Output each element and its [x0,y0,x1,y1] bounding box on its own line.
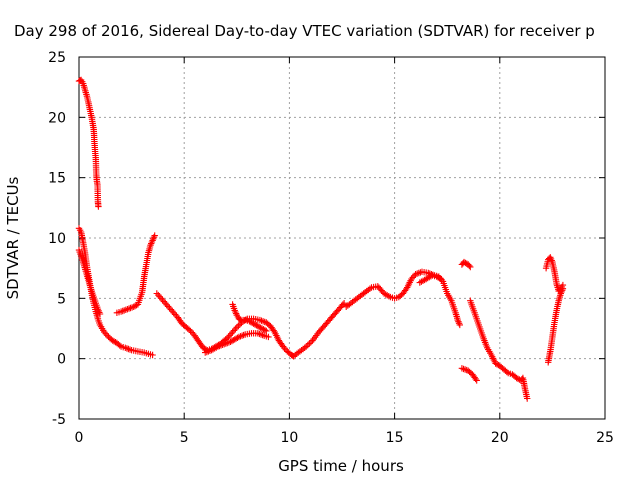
series-arc-m [458,365,480,384]
series-arc-e [153,290,297,360]
data-point [119,307,126,315]
series-arc-l [467,297,531,402]
data-point [306,340,313,347]
data-point [472,375,479,383]
data-point [162,300,169,307]
y-tick-label: 0 [57,352,66,368]
data-points [75,76,567,402]
data-point [466,262,473,269]
data-point [467,263,474,271]
data-point [125,305,133,312]
series-arc-d [113,232,158,316]
y-tick-label: -5 [52,412,66,428]
data-point [167,306,175,313]
x-tick-labels: 0 5 10 15 20 25 [75,430,614,446]
series-arc-j [416,272,445,286]
y-tick-labels: -5 0 5 10 15 20 25 [48,50,66,428]
x-tick-label: 5 [180,430,189,446]
data-point [261,326,269,334]
data-point [103,332,111,339]
data-point [96,310,104,318]
data-point [228,330,235,337]
data-point [436,275,443,282]
data-point [307,338,315,346]
data-point [164,303,172,310]
data-point [222,340,229,347]
x-tick-label: 15 [386,430,404,446]
axis-ticks [78,56,606,420]
data-point [238,332,246,339]
data-point [169,308,176,315]
data-point [226,332,233,339]
data-point [116,342,123,349]
series-arc-h [290,300,348,360]
series-arc-o [545,285,567,366]
y-tick-label: 15 [48,171,66,187]
y-axis-label: SDTVAR / TECUs [4,176,22,299]
data-point [185,326,193,333]
x-tick-label: 20 [491,430,509,446]
data-point [301,344,308,351]
grid-lines [79,57,605,419]
data-point [234,334,241,341]
series-arc-c [75,246,104,318]
data-point [151,232,158,239]
data-point [229,328,236,336]
series-arc-f [202,330,272,356]
data-point [524,395,531,402]
data-point [263,327,270,335]
data-point [166,304,173,312]
data-point [415,269,422,277]
x-tick-label: 0 [75,430,84,446]
data-point [171,311,179,318]
data-point [265,333,272,341]
data-point [153,290,160,297]
data-point [188,329,196,336]
series-arc-k [458,258,474,271]
data-point [163,301,170,308]
series-arc-n [542,254,567,295]
y-tick-label: 25 [48,50,66,66]
data-point [157,295,165,302]
data-point [456,321,463,329]
data-point [339,301,346,308]
data-point [236,316,244,323]
data-point [473,377,480,384]
data-point [155,291,162,299]
data-point [235,322,242,329]
data-point [233,324,240,331]
data-point [232,325,239,333]
data-point [170,309,177,316]
series-arc-g [229,301,270,335]
data-point [123,345,131,352]
data-point [425,269,432,277]
chart-title: Day 298 of 2016, Sidereal Day-to-day VTE… [14,22,595,40]
y-tick-label: 10 [48,231,66,247]
data-point [503,368,510,376]
series-arc-b [75,225,156,359]
data-point [282,346,290,353]
data-point [156,293,163,300]
data-point [95,203,102,210]
plot-frame [78,56,606,420]
data-point [214,343,222,350]
data-point [149,351,156,359]
data-point [437,275,445,283]
x-axis-label: GPS time / hours [278,457,404,475]
series-arc-a [75,76,102,210]
data-point [230,327,238,334]
x-tick-label: 10 [280,430,298,446]
x-tick-label: 25 [596,430,614,446]
y-tick-label: 20 [48,110,66,126]
y-tick-label: 5 [57,291,66,307]
data-point [340,300,348,307]
data-point [559,285,567,292]
